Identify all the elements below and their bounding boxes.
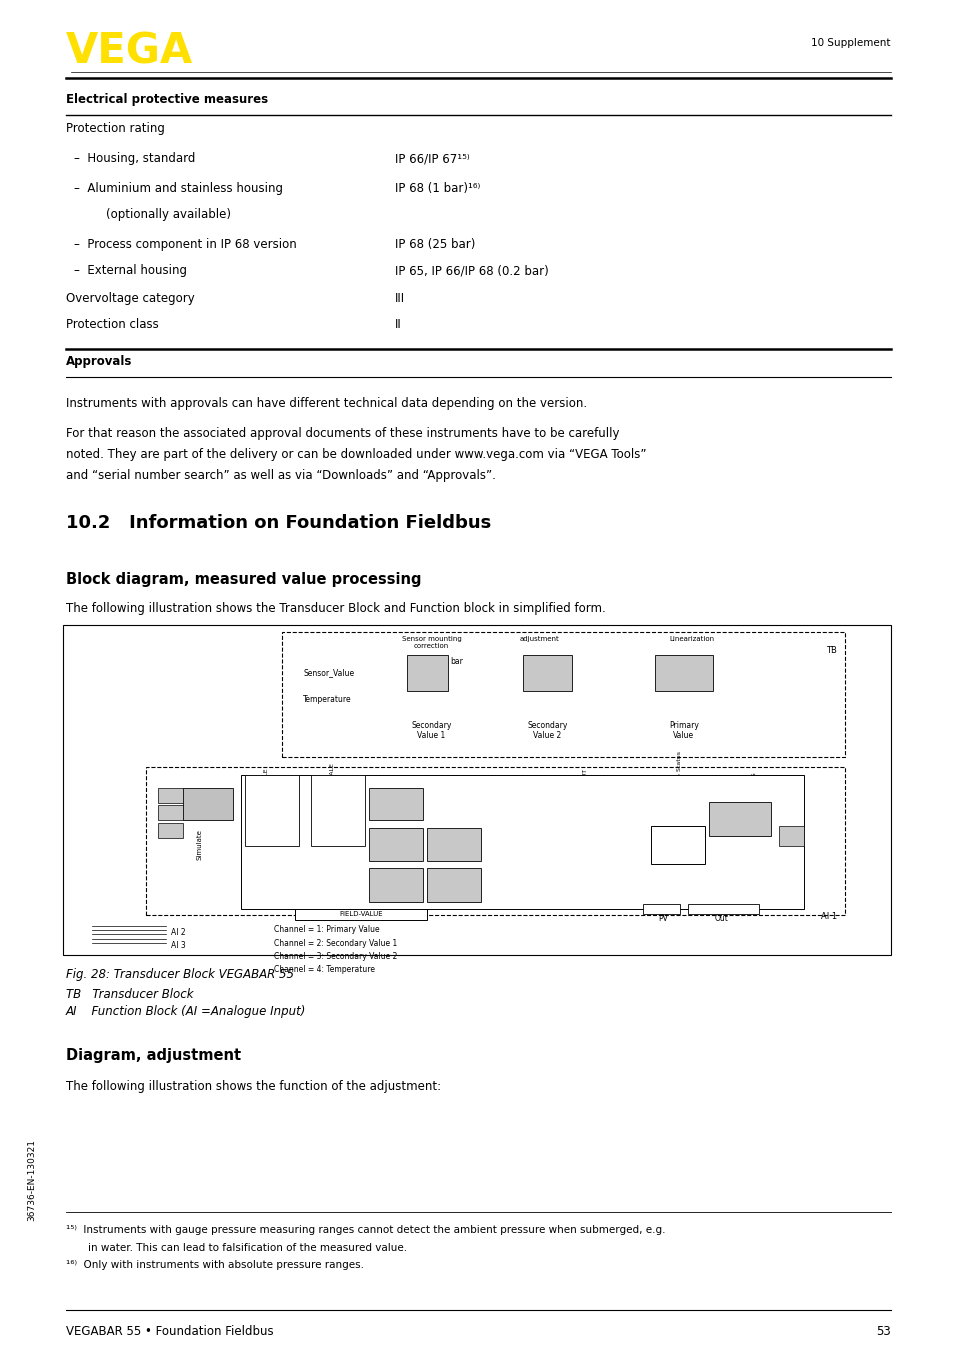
Text: and “serial number search” as well as via “Downloads” and “Approvals”.: and “serial number search” as well as vi… [66,468,496,482]
Text: PV: PV [658,914,667,922]
Text: Channel = 1: Primary Value
Channel = 2: Secondary Value 1
Channel = 3: Secondary: Channel = 1: Primary Value Channel = 2: … [274,925,397,974]
Text: Approvals: Approvals [66,355,132,368]
Text: IP 68 (1 bar)¹⁶⁾: IP 68 (1 bar)¹⁶⁾ [395,181,480,195]
Bar [406,655,448,691]
Text: The following illustration shows the Transducer Block and Function block in simp: The following illustration shows the Tra… [66,603,605,615]
Text: Mode & Status: Mode & Status [677,750,681,796]
Text: Protection rating: Protection rating [66,122,165,135]
Text: Diagram, adjustment: Diagram, adjustment [66,1048,241,1063]
Bar [708,802,770,837]
Text: 53: 53 [876,1326,890,1338]
Bar [369,827,423,861]
Text: Secondary
Value 2: Secondary Value 2 [527,720,567,741]
Bar [655,655,712,691]
Text: PV-TIME: PV-TIME [618,773,624,796]
Text: For that reason the associated approval documents of these instruments have to b: For that reason the associated approval … [66,427,618,440]
Text: bar: bar [450,658,462,666]
Text: IP 66/IP 67¹⁵⁾: IP 66/IP 67¹⁵⁾ [395,152,469,165]
Text: The following illustration shows the function of the adjustment:: The following illustration shows the fun… [66,1080,440,1093]
Text: Lin%: Lin% [679,658,697,666]
Bar [294,907,427,921]
Bar [63,626,890,955]
Text: IP 68 (25 bar): IP 68 (25 bar) [395,238,475,250]
Bar [687,904,758,914]
Text: adjustment: adjustment [518,635,558,642]
Bar [427,868,480,902]
Text: %: % [556,658,563,666]
Text: Electrical protective measures: Electrical protective measures [66,93,268,106]
Text: VEGABAR 55 • Foundation Fieldbus: VEGABAR 55 • Foundation Fieldbus [66,1326,274,1338]
Text: in water. This can lead to falsification of the measured value.: in water. This can lead to falsification… [88,1243,407,1252]
Text: noted. They are part of the delivery or can be downloaded under www.vega.com via: noted. They are part of the delivery or … [66,448,646,460]
Text: INDIRECT
SQRT: INDIRECT SQRT [360,869,396,888]
Text: INDIRECT: INDIRECT [365,839,401,849]
Bar [245,774,298,846]
Text: (optionally available): (optionally available) [91,209,231,221]
Bar [158,804,183,819]
Text: Protection class: Protection class [66,318,158,330]
Text: ¹⁵⁾  Instruments with gauge pressure measuring ranges cannot detect the ambient : ¹⁵⁾ Instruments with gauge pressure meas… [66,1225,665,1235]
Bar [282,631,844,757]
Text: Overvoltage category: Overvoltage category [66,292,194,305]
Text: III: III [395,292,405,305]
Text: Sensor mounting
correction: Sensor mounting correction [401,635,461,649]
Bar [311,774,365,846]
Text: –  Aluminium and stainless housing: – Aluminium and stainless housing [74,181,283,195]
Text: ¹⁶⁾  Only with instruments with absolute pressure ranges.: ¹⁶⁾ Only with instruments with absolute … [66,1261,364,1270]
Text: Out: Out [714,914,727,922]
Bar [158,823,183,838]
Text: IL-TYPE: IL-TYPE [544,774,549,796]
Text: LOW-CUT: LOW-CUT [581,768,586,796]
Bar [146,766,844,915]
Text: AI 3: AI 3 [171,941,185,951]
Text: Sensor_Value: Sensor_Value [303,669,354,677]
Text: VEGA: VEGA [66,30,193,72]
Text: Linearization: Linearization [669,635,714,642]
Text: 10 Supplement: 10 Supplement [811,38,890,47]
Text: 36736-EN-130321: 36736-EN-130321 [28,1139,36,1221]
Bar [650,826,704,864]
Bar [642,904,679,914]
Bar [158,788,183,803]
Text: Block diagram, measured value processing: Block diagram, measured value processing [66,571,421,588]
Text: –  Housing, standard: – Housing, standard [74,152,195,165]
Text: TB: TB [825,646,837,655]
Text: TB   Transducer Block: TB Transducer Block [66,988,193,1001]
Text: AI    Function Block (AI =Analogue Input): AI Function Block (AI =Analogue Input) [66,1005,306,1018]
Text: –  External housing: – External housing [74,264,187,278]
Bar [522,655,572,691]
Bar [427,827,480,861]
Text: AI 1: AI 1 [821,913,837,921]
Text: Temperature: Temperature [303,695,352,704]
Bar [241,774,803,909]
Text: Fig. 28: Transducer Block VEGABAR 55: Fig. 28: Transducer Block VEGABAR 55 [66,968,294,982]
Bar [369,788,423,819]
Bar [779,826,803,846]
Text: ALARMS: ALARMS [751,770,756,796]
Text: PV-SCALE: PV-SCALE [263,766,268,796]
Text: Primary
Value: Primary Value [668,720,699,741]
Text: –  Process component in IP 68 version: – Process component in IP 68 version [74,238,296,250]
Text: FIELD-VALUE: FIELD-VALUE [339,911,382,917]
Text: Simulate: Simulate [196,829,202,860]
Text: IP 65, IP 66/IP 68 (0.2 bar): IP 65, IP 66/IP 68 (0.2 bar) [395,264,548,278]
Bar [369,868,423,902]
Bar [183,788,233,819]
Text: II: II [395,318,401,330]
Text: Instruments with approvals can have different technical data depending on the ve: Instruments with approvals can have diff… [66,397,586,410]
Text: OUT-SCALE: OUT-SCALE [329,762,335,796]
Text: 10.2   Information on Foundation Fieldbus: 10.2 Information on Foundation Fieldbus [66,515,491,532]
Text: DIRECT: DIRECT [398,800,426,810]
Text: AI 2: AI 2 [171,927,185,937]
Text: Secondary
Value 1: Secondary Value 1 [411,720,451,741]
